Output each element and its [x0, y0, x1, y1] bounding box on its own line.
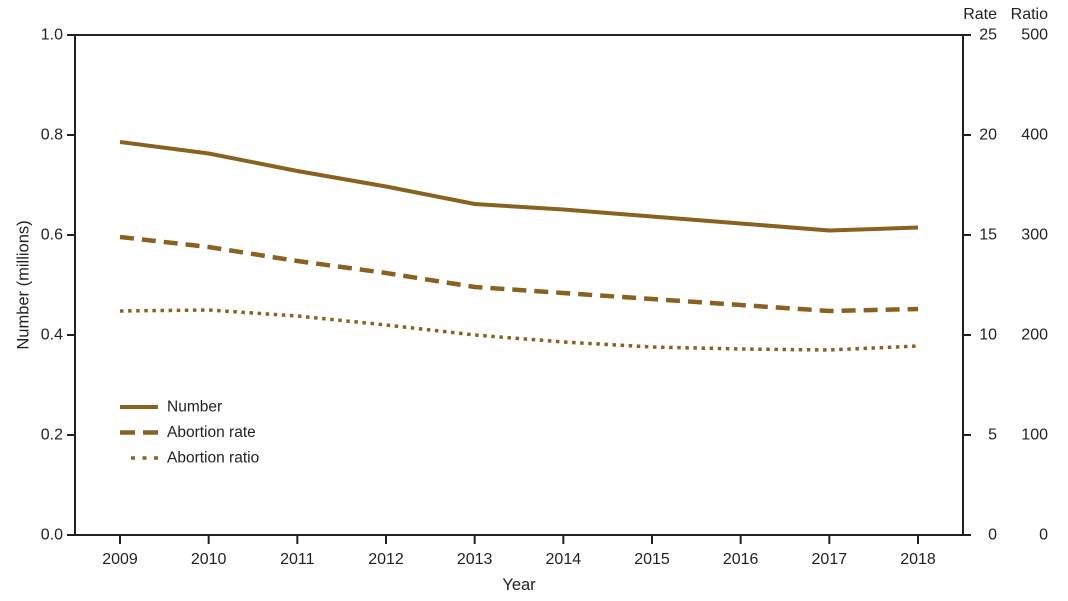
ratio-tick-label: 500	[1021, 27, 1048, 44]
y-axis-title: Number (millions)	[14, 220, 33, 350]
rate-tick-label: 25	[979, 27, 997, 44]
ratio-tick-label: 200	[1021, 327, 1048, 344]
x-tick-label: 2015	[634, 551, 670, 568]
rate-tick-label: 5	[988, 427, 997, 444]
y-left-tick-label: 1.0	[41, 27, 63, 44]
legend-label-abortion-rate: Abortion rate	[167, 424, 256, 441]
y-left-tick-label: 0.8	[41, 127, 63, 144]
ratio-tick-label: 0	[1039, 527, 1048, 544]
rate-tick-label: 10	[979, 327, 997, 344]
y-left-tick-label: 0.2	[41, 427, 63, 444]
ratio-axis-header: Ratio	[1010, 6, 1048, 23]
x-tick-label: 2010	[191, 551, 227, 568]
x-tick-label: 2012	[368, 551, 404, 568]
abortion-ratio-line	[119, 308, 919, 352]
rate-tick-label: 15	[979, 227, 997, 244]
rate-tick-label: 0	[988, 527, 997, 544]
x-tick-label: 2011	[280, 551, 315, 568]
ratio-tick-label: 400	[1021, 127, 1048, 144]
x-tick-label: 2016	[723, 551, 759, 568]
x-axis-title: Year	[502, 576, 536, 594]
abortion-rate-line	[119, 234, 919, 314]
ratio-tick-label: 100	[1021, 427, 1048, 444]
legend-label-number: Number	[167, 399, 222, 416]
y-left-tick-label: 0.0	[41, 527, 63, 544]
plot-frame	[74, 34, 964, 536]
number-line	[119, 140, 919, 233]
legend-label-abortion-ratio: Abortion ratio	[167, 450, 259, 467]
rate-tick-label: 20	[979, 127, 997, 144]
x-tick-label: 2014	[546, 551, 582, 568]
x-tick-label: 2018	[900, 551, 936, 568]
y-left-tick-label: 0.6	[41, 227, 63, 244]
x-tick-label: 2017	[812, 551, 848, 568]
x-tick-label: 2009	[102, 551, 138, 568]
ratio-tick-label: 300	[1021, 227, 1048, 244]
rate-axis-header: Rate	[963, 6, 997, 23]
x-tick-label: 2013	[457, 551, 493, 568]
y-left-tick-label: 0.4	[41, 327, 63, 344]
